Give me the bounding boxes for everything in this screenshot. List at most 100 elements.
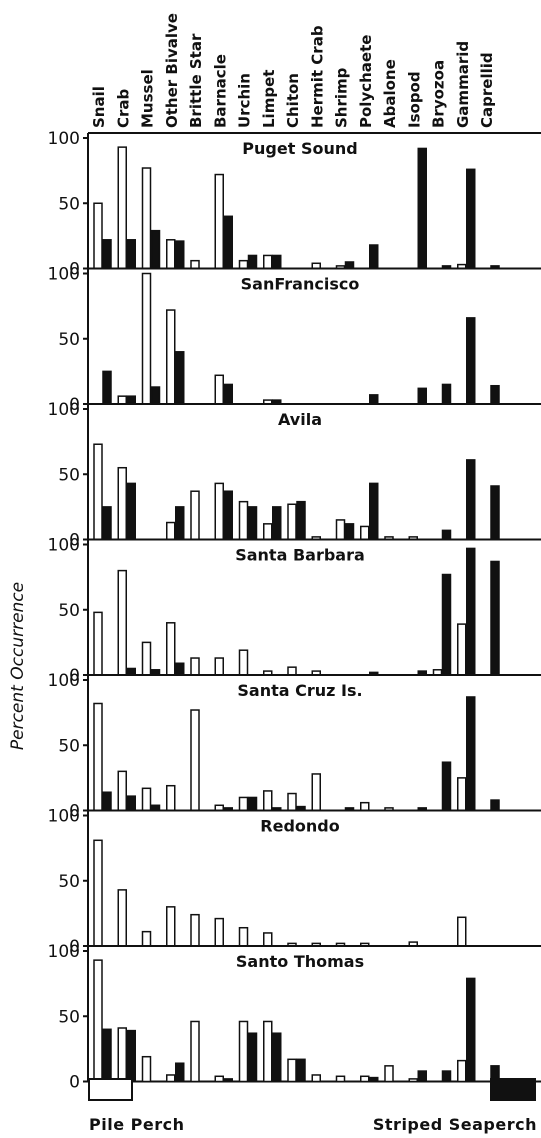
bar-pile-perch-brittle-star [190, 913, 200, 947]
y-axis-title: Percent Occurrence [8, 582, 28, 750]
bar-pile-perch-barnacle [214, 917, 224, 947]
panel-title: Avila [278, 410, 322, 429]
bar-striped-seaperch-limpet [272, 1032, 282, 1083]
bar-striped-seaperch-chiton [296, 1058, 306, 1083]
y-tick-label: 0 [69, 937, 80, 957]
bar-striped-seaperch-bryozoa [441, 761, 452, 812]
bar-pile-perch-mussel [141, 930, 152, 947]
panel-santa-barbara: 100 50 0 Santa Barbara [48, 536, 541, 686]
bar-striped-seaperch-shrimp [344, 523, 355, 541]
y-tick-label: 0 [69, 1073, 80, 1093]
bar-pile-perch-barnacle [214, 657, 224, 676]
bar-pile-perch-crab [117, 395, 127, 405]
bar-pile-perch-other-bivalve [166, 521, 176, 541]
bar-pile-perch-brittle-star [190, 657, 200, 676]
legend-label-striped-seaperch: Striped Seaperch [373, 1115, 537, 1134]
bar-pile-perch-snail [93, 959, 103, 1083]
bar-pile-perch-brittle-star [190, 1020, 200, 1083]
panel-title: Santa Cruz Is. [237, 681, 362, 700]
category-label-barnacle: Barnacle [211, 54, 229, 128]
bar-striped-seaperch-isopod [417, 1070, 427, 1083]
legend-swatch-striped-seaperch [490, 1078, 536, 1101]
bar-striped-seaperch-other-bivalve [175, 351, 185, 405]
panel-puget-sound: 100 50 0 Puget Sound [48, 129, 541, 280]
panel-title: Santo Thomas [236, 952, 364, 971]
category-label-other-bivalve: Other Bivalve [163, 13, 181, 128]
panel-title: Puget Sound [242, 139, 357, 158]
category-label-chiton: Chiton [284, 73, 302, 128]
bar-striped-seaperch-barnacle [223, 383, 233, 405]
bar-pile-perch-limpet [263, 254, 273, 270]
bar-pile-perch-other-bivalve [166, 622, 176, 676]
bar-pile-perch-hermit-crab [311, 1074, 321, 1083]
panel-title: Redondo [260, 817, 339, 836]
legend-swatch-pile-perch [88, 1078, 133, 1101]
y-tick-label: 0 [69, 802, 80, 822]
bar-pile-perch-urchin [238, 500, 249, 541]
bar-striped-seaperch-mussel [150, 386, 161, 405]
bar-pile-perch-urchin [238, 259, 249, 270]
bar-pile-perch-abalone [384, 1065, 394, 1083]
bar-pile-perch-other-bivalve [166, 309, 176, 405]
bar-striped-seaperch-crab [126, 1029, 136, 1083]
category-label-caprellid: Caprellid [478, 52, 496, 128]
bar-striped-seaperch-polychaete [369, 1076, 379, 1083]
bar-pile-perch-snail [93, 443, 103, 541]
category-label-gammarid: Gammarid [454, 41, 472, 128]
bar-pile-perch-brittle-star [190, 259, 200, 270]
bar-striped-seaperch-caprellid [490, 799, 500, 812]
bar-striped-seaperch-polychaete [369, 482, 379, 541]
bar-striped-seaperch-gammarid [466, 696, 476, 812]
bar-striped-seaperch-other-bivalve [175, 240, 185, 270]
category-label-abalone: Abalone [381, 59, 399, 128]
bar-pile-perch-urchin [238, 1020, 249, 1083]
bar-pile-perch-hermit-crab [311, 773, 321, 812]
bar-pile-perch-other-bivalve [166, 906, 176, 947]
bar-striped-seaperch-bryozoa [441, 529, 452, 541]
bar-pile-perch-urchin [238, 649, 249, 676]
bar-pile-perch-gammarid [457, 916, 467, 947]
bar-striped-seaperch-caprellid [490, 384, 500, 405]
bar-pile-perch-mussel [141, 272, 152, 405]
y-tick-label: 100 [48, 671, 80, 691]
bar-striped-seaperch-crab [126, 482, 136, 541]
bar-pile-perch-polychaete [360, 525, 370, 541]
bar-striped-seaperch-urchin [247, 506, 258, 541]
bar-striped-seaperch-snail [102, 239, 112, 270]
bar-striped-seaperch-urchin [247, 254, 258, 270]
bar-striped-seaperch-other-bivalve [175, 1062, 185, 1083]
bar-pile-perch-limpet [263, 523, 273, 541]
y-tick-label: 0 [69, 260, 80, 280]
y-tick-label: 0 [69, 395, 80, 415]
bar-pile-perch-shrimp [335, 1075, 346, 1083]
category-label-urchin: Urchin [236, 73, 254, 128]
y-tick-label: 50 [58, 330, 80, 350]
bar-pile-perch-other-bivalve [166, 784, 176, 812]
panel-santo-thomas: 100 50 0 Santo Thomas [48, 942, 541, 1093]
panel-santa-cruz-is: 100 50 0 Santa Cruz Is. [48, 671, 541, 822]
bar-pile-perch-barnacle [214, 374, 224, 405]
panel-title: SanFrancisco [241, 275, 360, 294]
panel-avila: 100 50 0 Avila [48, 400, 541, 551]
legend: Pile Perch Striped Seaperch [88, 1078, 537, 1134]
bar-striped-seaperch-snail [102, 1028, 112, 1083]
bar-striped-seaperch-gammarid [466, 547, 476, 676]
bar-striped-seaperch-other-bivalve [175, 662, 185, 676]
chart-panels: 100 50 0 Puget Sound 100 50 0 SanFrancisco 100 50… [48, 129, 541, 1093]
panel-title: Santa Barbara [235, 546, 365, 565]
y-tick-label: 0 [69, 666, 80, 686]
y-tick-label: 100 [48, 129, 80, 149]
bar-pile-perch-limpet [263, 932, 273, 947]
bar-pile-perch-other-bivalve [166, 1074, 176, 1083]
bar-pile-perch-other-bivalve [166, 239, 176, 270]
bar-pile-perch-limpet [263, 790, 273, 812]
bar-pile-perch-shrimp [335, 519, 346, 541]
bar-striped-seaperch-mussel [150, 229, 161, 270]
panel-sanfrancisco: 100 50 0 SanFrancisco [48, 265, 541, 415]
bar-striped-seaperch-urchin [247, 1032, 258, 1083]
y-tick-label: 50 [58, 736, 80, 756]
y-tick-label: 50 [58, 1007, 80, 1027]
bar-striped-seaperch-polychaete [369, 394, 379, 405]
bar-pile-perch-urchin [238, 796, 249, 812]
